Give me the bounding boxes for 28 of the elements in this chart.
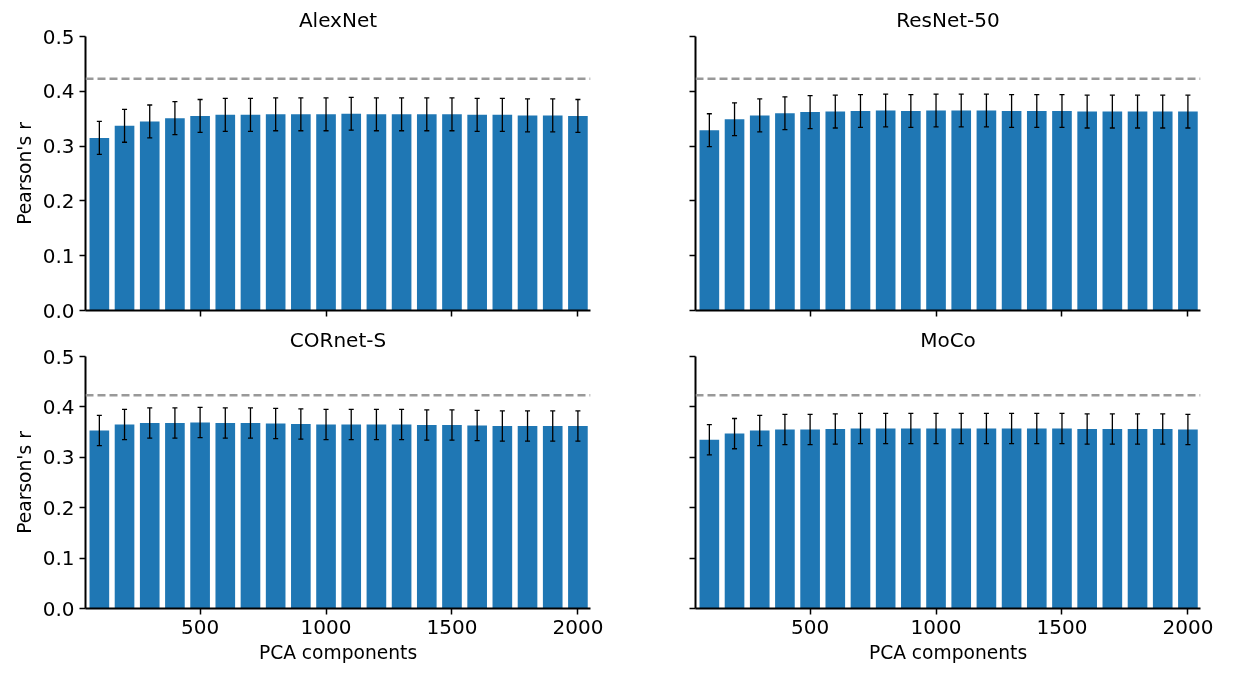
chart-title: MoCo	[920, 327, 976, 352]
y-tick-label: 0.5	[42, 24, 75, 49]
y-tick-label: 0.0	[42, 596, 75, 621]
y-tick-label: 0.0	[42, 298, 75, 323]
y-axis-title: Pearson's r	[13, 430, 35, 534]
chart-title: CORnet-S	[289, 327, 387, 352]
x-tick-label: 500	[791, 614, 830, 639]
chart-title: ResNet-50	[896, 7, 1000, 32]
y-tick-label: 0.2	[42, 188, 75, 213]
x-tick-label: 500	[181, 614, 220, 639]
y-tick-label: 0.5	[42, 344, 75, 369]
x-axis-title: PCA components	[258, 641, 418, 663]
y-tick-label: 0.4	[42, 394, 75, 419]
x-tick-label: 1000	[300, 614, 352, 639]
chart-title: AlexNet	[298, 7, 378, 32]
y-tick-label: 0.4	[42, 79, 75, 104]
x-tick-label: 2000	[552, 614, 604, 639]
x-tick-label: 1500	[426, 614, 478, 639]
x-tick-label: 1000	[910, 614, 962, 639]
x-axis-title: PCA components	[868, 641, 1028, 663]
y-tick-label: 0.3	[42, 134, 75, 159]
x-tick-label: 1500	[1036, 614, 1088, 639]
y-tick-label: 0.3	[42, 445, 75, 470]
x-tick-label: 2000	[1162, 614, 1214, 639]
y-tick-label: 0.1	[42, 243, 75, 268]
y-tick-label: 0.1	[42, 546, 75, 571]
y-axis-title: Pearson's r	[13, 121, 35, 225]
y-tick-label: 0.2	[42, 495, 75, 520]
